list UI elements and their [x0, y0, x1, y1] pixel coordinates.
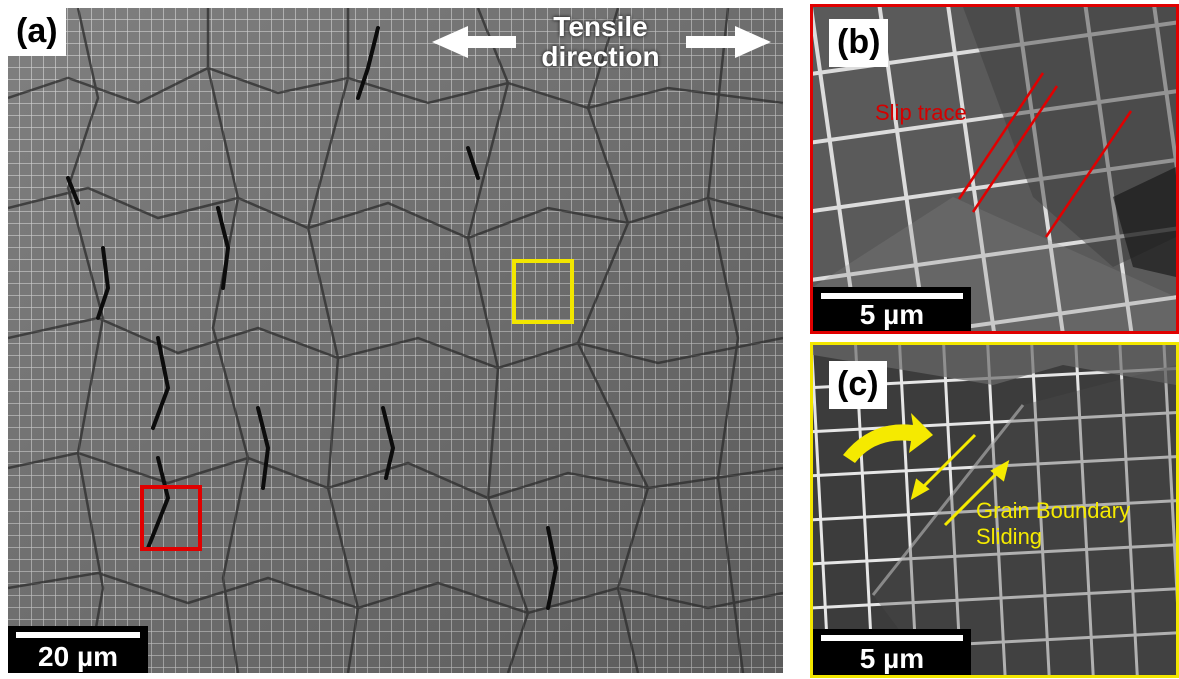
- scale-bar-line: [821, 293, 963, 299]
- rotation-arrow-icon: [843, 413, 933, 463]
- panel-b-label: (b): [829, 19, 889, 67]
- scale-bar-c-text: 5 µm: [859, 643, 925, 674]
- scale-bar-b: 5 µm: [813, 287, 971, 331]
- red-highlight-box: [140, 485, 202, 551]
- tensile-direction-label: Tensile direction: [513, 12, 688, 72]
- panel-b-micrograph: (b) Slip trace 5 µm: [810, 4, 1179, 334]
- left-arrow-icon: [432, 26, 516, 58]
- scale-bar-c: 5 µm: [813, 629, 971, 675]
- tensile-label-line1: Tensile: [553, 11, 648, 42]
- panel-a-micrograph: (a) Tensile direction 20 µm: [8, 8, 783, 673]
- slip-trace-label: Slip trace: [875, 100, 967, 125]
- sem-micrograph-c: [813, 345, 1176, 675]
- panel-a-label: (a): [8, 8, 66, 56]
- scale-bar-a: 20 µm: [8, 626, 148, 673]
- sem-micrograph-a: [8, 8, 783, 673]
- slip-trace-lines: [957, 72, 1133, 238]
- tensile-label-line2: direction: [541, 41, 660, 72]
- right-arrow-icon: [686, 26, 771, 58]
- yellow-highlight-box: [512, 259, 574, 324]
- gbs-label-line1: Grain Boundary: [976, 498, 1131, 523]
- scale-bar-line: [16, 632, 140, 638]
- sliding-arrows-icon: [910, 433, 1010, 527]
- panel-c-label: (c): [829, 361, 887, 409]
- panel-c-micrograph: (c) Grain Boundary Sliding 5 µm: [810, 342, 1179, 678]
- gbs-label-line2: Sliding: [976, 524, 1043, 549]
- scale-bar-line: [821, 635, 963, 641]
- grain-boundary-sliding-label: Grain Boundary Sliding: [976, 498, 1130, 550]
- scale-bar-a-text: 20 µm: [38, 641, 118, 672]
- scale-bar-b-text: 5 µm: [859, 299, 925, 330]
